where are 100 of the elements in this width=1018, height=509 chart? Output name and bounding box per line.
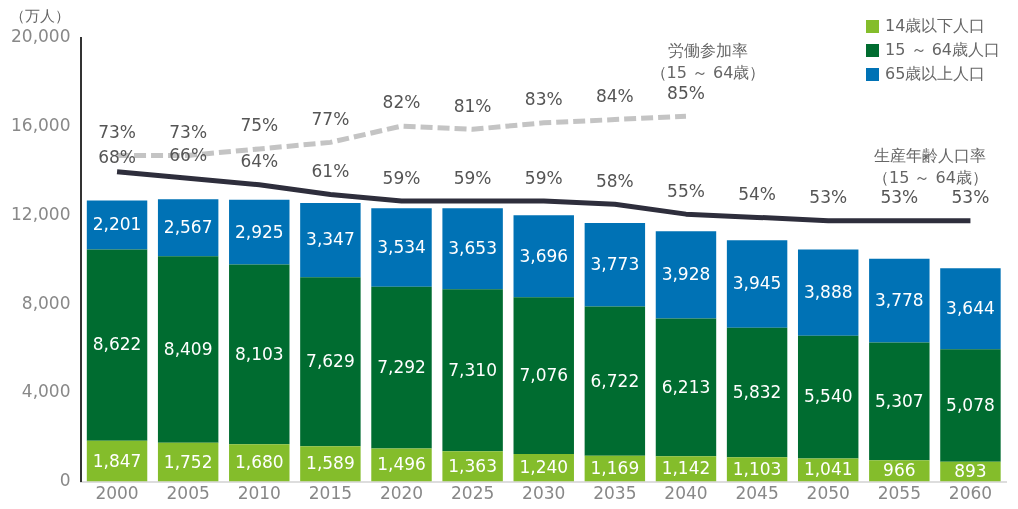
y-tick-label: 0 (59, 470, 71, 491)
data-label: 8,103 (234, 343, 284, 364)
data-label: 1,240 (519, 457, 569, 478)
x-tick-label: 2020 (379, 483, 424, 504)
legend-label: 14歳以下人口 (885, 15, 986, 37)
y-axis-title: （万人） (10, 7, 70, 26)
data-label: 7,076 (519, 365, 569, 386)
data-label: 2,925 (234, 221, 284, 242)
data-label: 2,567 (163, 217, 213, 238)
bar (157, 199, 219, 257)
y-tick-label: 16,000 (11, 115, 71, 136)
bar (940, 268, 1001, 350)
data-label: 77% (311, 108, 350, 129)
bar (726, 327, 788, 458)
data-label: 85% (667, 82, 705, 103)
data-label: 1,847 (92, 450, 142, 471)
data-label: 53% (809, 187, 848, 208)
x-tick-label: 2000 (95, 483, 139, 504)
data-label: 5,832 (732, 381, 782, 402)
bar (726, 240, 788, 328)
bar (229, 199, 290, 265)
data-label: 53% (951, 187, 990, 208)
bar (442, 208, 503, 290)
data-label: 8,409 (163, 338, 213, 359)
data-label: 3,534 (377, 236, 426, 257)
data-label: 7,310 (448, 359, 497, 380)
data-label: 8,622 (92, 334, 142, 355)
data-label: 83% (524, 89, 563, 110)
data-label: 59% (453, 167, 492, 188)
x-tick-label: 2040 (664, 483, 708, 504)
x-tick-label: 2030 (522, 483, 566, 504)
bar (371, 286, 432, 449)
data-label: 7,629 (306, 351, 355, 372)
data-label: 2,201 (92, 214, 142, 235)
data-label: 59% (382, 167, 421, 188)
bar (300, 202, 361, 278)
bar (513, 215, 574, 298)
bar (797, 335, 859, 459)
data-label: 5,307 (874, 390, 924, 411)
bar (229, 264, 290, 445)
x-tick-label: 2025 (450, 483, 495, 504)
bar (86, 249, 148, 441)
data-label: 73% (98, 121, 136, 142)
text: 労働参加率（15 ～ 64歳） (650, 41, 766, 83)
y-tick-label: 4,000 (21, 381, 71, 402)
data-label: 966 (883, 460, 916, 481)
data-label: 1,103 (732, 458, 782, 479)
data-label: 3,696 (519, 245, 569, 266)
data-label: 6,213 (661, 376, 711, 397)
bar (584, 222, 646, 307)
data-label: 6,722 (590, 370, 640, 391)
data-label: 58% (595, 170, 634, 191)
data-label: 1,589 (306, 453, 355, 474)
data-label: 1,169 (590, 458, 640, 479)
data-label: 66% (169, 144, 208, 165)
data-label: 3,347 (306, 229, 355, 250)
bar (869, 258, 930, 343)
data-label: 3,945 (732, 273, 782, 294)
x-tick-label: 2005 (166, 483, 210, 504)
bar (655, 318, 717, 457)
data-label: 82% (382, 92, 421, 113)
data-label: 68% (98, 147, 136, 168)
data-label: 3,888 (803, 281, 853, 302)
data-label: 54% (738, 183, 776, 204)
data-label: 3,653 (448, 238, 497, 259)
x-tick-label: 2045 (735, 483, 779, 504)
data-label: 53% (880, 187, 919, 208)
bar (655, 231, 717, 319)
data-label: 1,142 (661, 458, 711, 479)
data-label: 3,644 (946, 298, 995, 319)
data-label: 5,540 (803, 386, 853, 407)
x-tick-label: 2015 (308, 483, 353, 504)
data-label: 73% (169, 121, 208, 142)
data-label: 1,041 (803, 459, 853, 480)
data-label: 5,078 (946, 394, 995, 415)
x-tick-label: 2055 (877, 483, 921, 504)
bar (584, 306, 646, 456)
data-label: 81% (453, 95, 492, 116)
data-label: 1,680 (234, 452, 284, 473)
bar (513, 297, 574, 455)
data-label: 3,928 (661, 264, 711, 285)
bar (300, 277, 361, 447)
data-label: 64% (240, 151, 279, 172)
data-label: 61% (311, 160, 350, 181)
data-label: 55% (667, 180, 705, 201)
data-label: 1,496 (377, 454, 426, 475)
bar (157, 256, 219, 443)
bar (371, 208, 432, 287)
text: 生産年齢人口率（15 ～ 64歳） (873, 145, 988, 187)
data-label: 3,773 (590, 254, 640, 275)
y-tick-label: 8,000 (21, 292, 71, 313)
data-label: 1,363 (448, 455, 497, 476)
x-tick-label: 2035 (593, 483, 637, 504)
x-tick-label: 2050 (806, 483, 850, 504)
bar (797, 249, 859, 336)
data-label: 84% (595, 85, 634, 106)
x-tick-label: 2060 (948, 483, 993, 504)
y-tick-label: 12,000 (11, 203, 71, 224)
bar (869, 342, 930, 461)
data-label: 3,778 (874, 289, 924, 310)
